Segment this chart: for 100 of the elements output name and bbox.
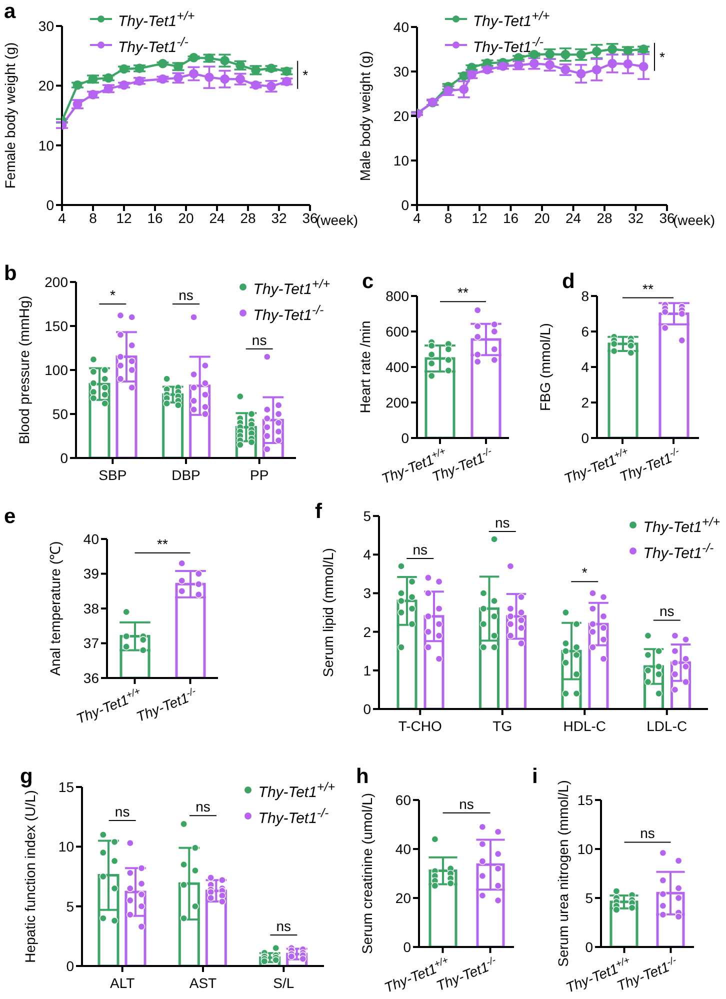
annotation: ns [459, 796, 474, 812]
text: b [4, 262, 17, 285]
y-tick-label: 37 [83, 635, 100, 652]
legend-label: Thy-Tet1$^{-/-}$ [258, 805, 329, 829]
annotation: ns [196, 798, 210, 815]
y-tick-label: 100 [44, 362, 68, 378]
legend-label: Thy-Tet1$^{+/+}$ [473, 8, 550, 32]
legend-label: Thy-Tet1$^{+/+}$ [118, 8, 195, 32]
y-axis-title: Hepatic function index (U/L) [22, 790, 38, 963]
x-tick-label: 32 [628, 210, 644, 226]
y-tick-label: 600 [386, 323, 410, 340]
y-tick-label: 1 [363, 662, 372, 678]
y-axis-title: Serum creatinine (umol/L) [358, 792, 375, 954]
x-tick-label: 4 [413, 210, 422, 226]
legend-label: Thy-Tet1$^{+/+}$ [253, 276, 330, 300]
y-tick-label: 39 [83, 566, 100, 582]
x-tick-label: T-CHO [398, 718, 442, 734]
y-tick-label: 6 [581, 323, 590, 340]
annotation: ns [114, 803, 130, 820]
annotation: ** [157, 536, 168, 552]
x-tick-label: 24 [565, 210, 582, 226]
annotation: * [582, 564, 588, 581]
y-tick-label: 20 [38, 78, 54, 94]
point [236, 74, 245, 84]
y-axis-title: FBG (mmol/L) [536, 323, 553, 411]
y-tick-label: 200 [44, 274, 68, 290]
y-tick-label: 0 [60, 450, 68, 466]
x-tick-label: TG [492, 718, 512, 734]
y-tick-label: 30 [38, 18, 54, 34]
annotation: ns [178, 287, 194, 303]
x-tick-label: AST [189, 975, 218, 991]
x-tick-label: S/L [273, 975, 294, 991]
annotation: ns [276, 918, 292, 934]
point [638, 62, 648, 72]
point [236, 60, 245, 70]
y-tick-label: 2 [581, 394, 590, 410]
legend-label: Thy-Tet1$^{+/+}$ [643, 514, 720, 538]
x-tick-label: 8 [444, 210, 452, 226]
legend-label: Thy-Tet1$^{+/+}$ [258, 779, 335, 803]
y-tick-label: 0 [363, 700, 372, 717]
x-tick-label: PP [250, 467, 269, 483]
text: g [20, 765, 33, 788]
y-tick-label: 0 [401, 196, 410, 213]
y-tick-label: 10 [58, 838, 74, 855]
x-tick-label: 12 [472, 210, 488, 226]
legend-label: Thy-Tet1$^{-/-}$ [473, 34, 544, 58]
y-axis-title: Female body weight (g) [2, 42, 18, 189]
y-tick-label: 36 [83, 670, 100, 686]
y-tick-label: 200 [386, 394, 410, 410]
y-tick-label: 0 [581, 430, 590, 446]
y-tick-label: 15 [58, 778, 74, 795]
point [444, 86, 453, 96]
legend-label: Thy-Tet1$^{-/-}$ [253, 302, 324, 326]
x-tick-label: HDL-C [563, 718, 606, 734]
y-tick-label: 800 [386, 288, 410, 304]
annotation: ns [640, 825, 655, 842]
x-tick-label: DBP [172, 467, 200, 483]
y-tick-label: 40 [83, 530, 100, 547]
y-tick-label: 0 [401, 430, 410, 446]
point [189, 69, 198, 78]
annotation: ns [494, 514, 510, 530]
y-tick-label: 50 [52, 406, 68, 422]
x-tick-label: SBP [98, 467, 127, 483]
y-tick-label: 10 [393, 152, 410, 168]
text: e [4, 505, 16, 528]
x-axis-title: (week) [673, 212, 716, 228]
y-tick-label: 8 [581, 288, 590, 304]
y-tick-label: 0 [46, 196, 54, 213]
y-tick-label: 10 [577, 840, 594, 857]
y-tick-label: 40 [395, 840, 412, 857]
text: i [532, 765, 538, 788]
y-tick-label: 30 [393, 63, 410, 80]
y-tick-label: 38 [83, 600, 100, 616]
y-tick-label: 20 [393, 108, 410, 124]
annotation: * [302, 66, 309, 83]
y-tick-label: 5 [363, 508, 372, 524]
text: f [315, 500, 323, 523]
y-tick-label: 20 [395, 890, 412, 906]
y-tick-label: 2 [363, 624, 372, 640]
y-tick-label: 5 [585, 890, 594, 906]
text: a [4, 0, 16, 23]
x-tick-label: 28 [240, 210, 256, 226]
x-tick-label: 20 [178, 210, 194, 226]
x-tick-label: ALT [110, 975, 136, 991]
y-axis-title: Anal temperature (℃) [46, 541, 63, 676]
point [189, 52, 198, 62]
y-tick-label: 150 [44, 318, 68, 334]
point [251, 80, 260, 90]
y-axis-title: Heart rate /min [356, 320, 373, 414]
x-tick-label: 20 [534, 210, 550, 226]
y-tick-label: 3 [363, 585, 372, 602]
x-tick-label: 32 [271, 210, 287, 226]
y-axis-title: Male body weight (g) [356, 51, 373, 181]
text: c [362, 270, 374, 293]
y-tick-label: 0 [66, 958, 74, 974]
point [576, 69, 586, 78]
annotation: * [110, 287, 116, 303]
text: d [562, 270, 575, 293]
point [282, 76, 292, 86]
point [459, 71, 469, 81]
